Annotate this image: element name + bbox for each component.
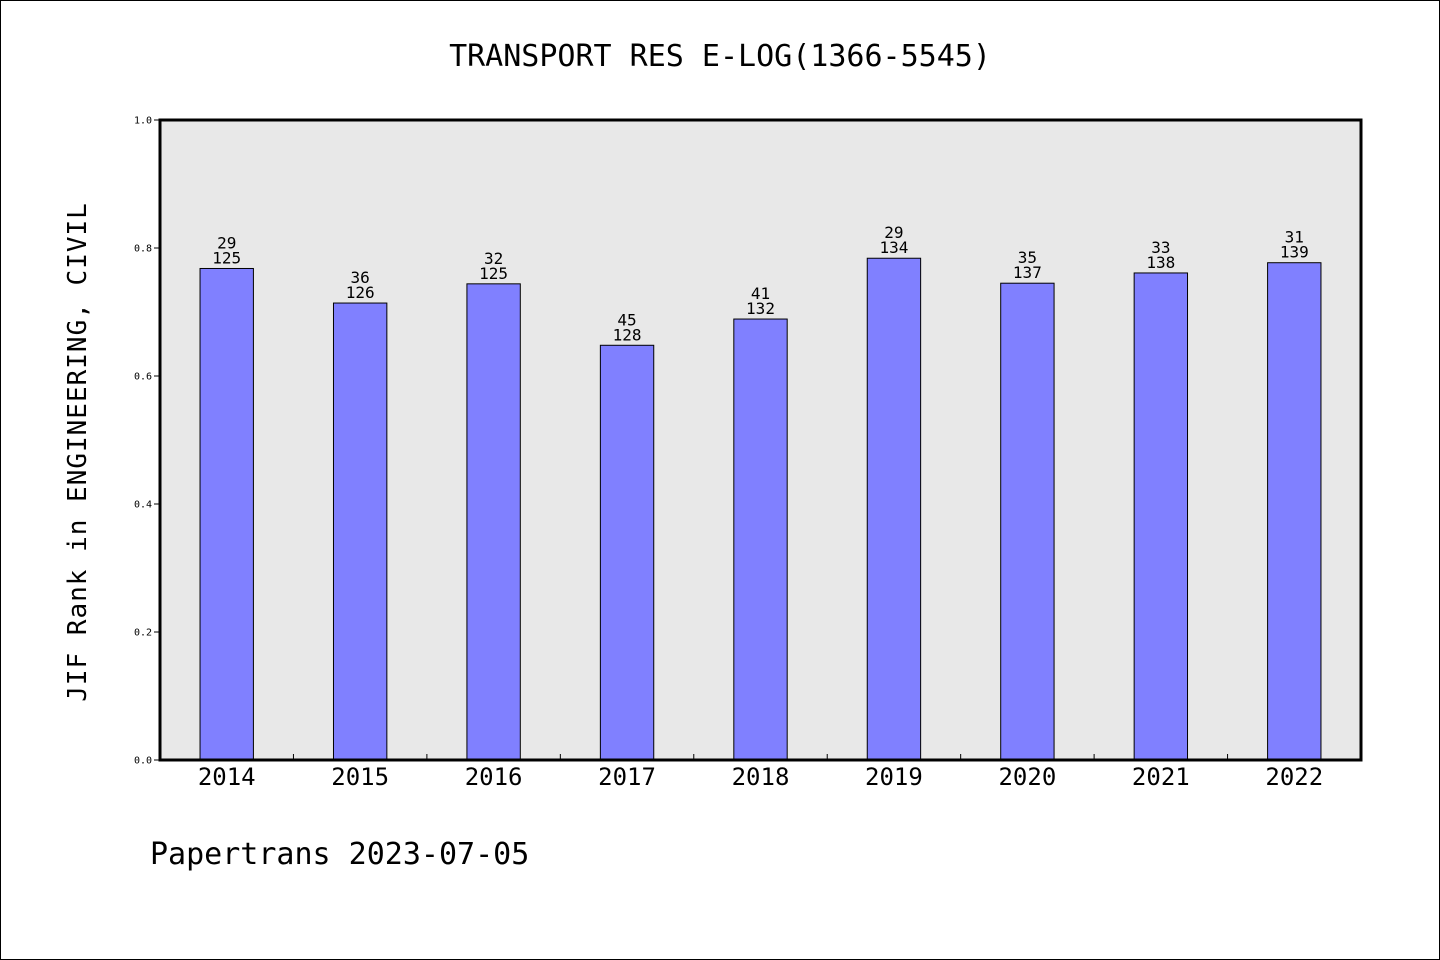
y-tick-label: 0.6 [134,372,152,383]
y-tick-label: 0.0 [134,756,152,767]
bar-total-label: 137 [1013,263,1042,282]
y-tick-label: 0.8 [134,244,152,255]
bar-total-label: 139 [1280,243,1309,262]
y-tick-label: 0.2 [134,628,152,639]
x-tick-label: 2021 [1132,763,1190,791]
x-tick-label: 2014 [198,763,256,791]
bar-rank-label: 33 [1151,238,1170,257]
bar-2022 [1267,262,1322,761]
bar-2017 [599,344,655,761]
x-tick-label: 2020 [998,763,1056,791]
bar-2019 [866,257,922,761]
bar-rank-label: 31 [1285,228,1304,247]
bar-total-label: 125 [479,264,508,283]
chart-title: TRANSPORT RES E-LOG(1366-5545) [449,39,991,74]
x-tick-label: 2016 [465,763,523,791]
x-tick-label: 2017 [598,763,656,791]
bar-2021 [1133,272,1189,761]
bar-total-label: 138 [1146,253,1175,272]
bar-total-label: 134 [879,238,908,257]
plot-border [158,118,1363,762]
bar-2016 [466,283,521,761]
bar-rank-label: 36 [351,268,370,287]
bar-total-label: 126 [346,283,375,302]
bar-2018 [733,318,788,761]
x-tick-label: 2018 [732,763,790,791]
bar-rank-label: 29 [217,233,236,252]
footer-text: Papertrans 2023-07-05 [150,837,529,872]
y-tick-label: 0.4 [134,500,152,511]
bar-total-label: 128 [613,325,642,344]
bar-total-label: 125 [212,248,241,267]
y-axis: 0.0 0.2 0.4 0.6 0.8 1.0 [134,116,160,767]
bars-group: 2912536126321254512841132291343513733138… [199,223,1322,761]
bar-2014 [199,267,254,761]
bar-total-label: 132 [746,299,775,318]
y-tick-label: 1.0 [134,116,152,127]
bar-2015 [332,302,388,761]
y-axis-label: JIF Rank in ENGINEERING, CIVIL [63,202,93,702]
bar-rank-label: 45 [617,310,636,329]
bar-rank-label: 32 [484,249,503,268]
x-tick-label: 2022 [1265,763,1323,791]
bar-rank-label: 41 [751,284,770,303]
x-tick-label: 2015 [331,763,389,791]
x-tick-label: 2019 [865,763,923,791]
bar-rank-label: 29 [884,223,903,242]
bar-rank-label: 35 [1018,248,1037,267]
x-axis: 2014 2015 2016 2017 2018 2019 2020 2021 2022 [198,754,1323,791]
bar-2020 [1000,282,1055,761]
